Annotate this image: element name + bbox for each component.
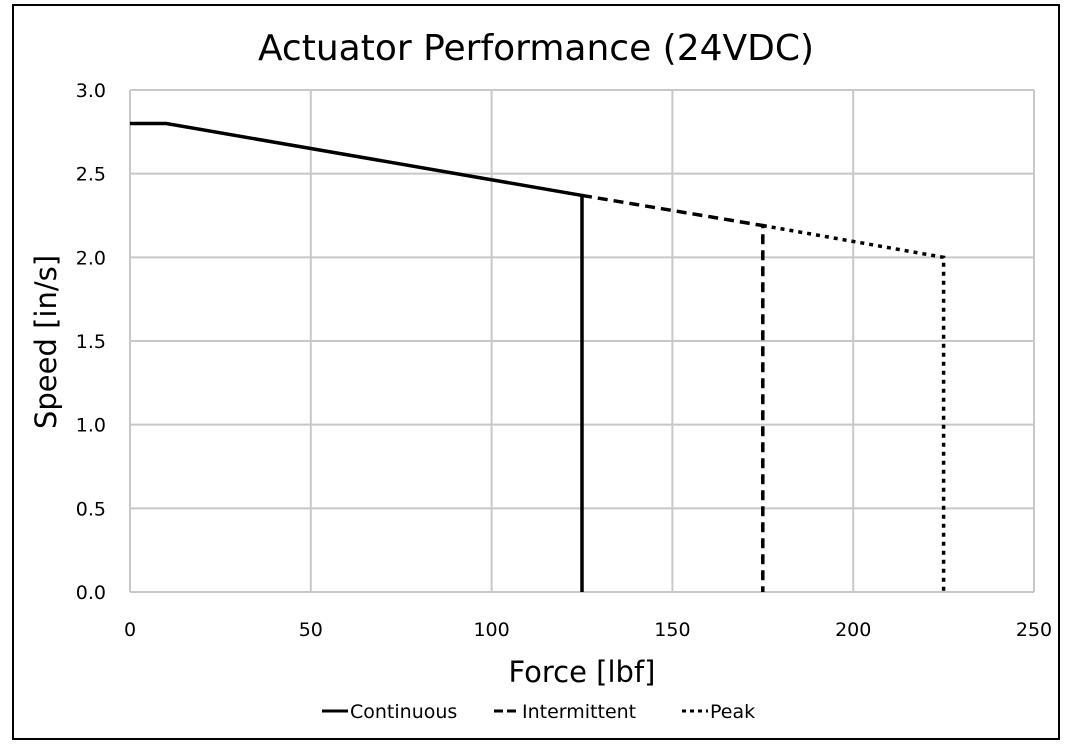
x-tick-label: 150 bbox=[654, 619, 690, 641]
chart-frame: Actuator Performance (24VDC) 0 50 100 150 20… bbox=[12, 4, 1060, 740]
series-lines bbox=[130, 121, 946, 592]
chart-title: Actuator Performance (24VDC) bbox=[258, 28, 814, 69]
y-tick-label: 2.5 bbox=[76, 164, 106, 186]
x-tick-label: 50 bbox=[299, 619, 323, 641]
y-tick-label: 0.0 bbox=[76, 582, 106, 604]
x-tick-label: 100 bbox=[473, 619, 509, 641]
series-line-peak bbox=[762, 223, 946, 592]
y-tick-label: 1.0 bbox=[76, 415, 106, 437]
x-tick-labels: 0 50 100 150 200 250 bbox=[124, 619, 1052, 641]
y-tick-labels: 0.0 0.5 1.0 1.5 2.0 2.5 3.0 bbox=[76, 80, 106, 604]
x-tick-label: 200 bbox=[835, 619, 871, 641]
x-tick-label: 250 bbox=[1016, 619, 1052, 641]
x-axis-label: Force [lbf] bbox=[509, 655, 656, 689]
y-axis-label: Speed [in/s] bbox=[29, 255, 63, 429]
legend-label-intermittent: Intermittent bbox=[522, 701, 636, 723]
legend-label-peak: Peak bbox=[710, 701, 755, 723]
series-line-continuous bbox=[130, 121, 584, 592]
legend-label-continuous: Continuous bbox=[350, 701, 457, 723]
y-tick-label: 1.5 bbox=[76, 331, 106, 353]
y-tick-label: 3.0 bbox=[76, 80, 106, 102]
chart-svg: Actuator Performance (24VDC) 0 50 100 150 20… bbox=[29, 28, 1052, 723]
legend: Continuous Intermittent Peak bbox=[322, 701, 755, 723]
y-tick-label: 2.0 bbox=[76, 247, 106, 269]
x-tick-label: 0 bbox=[124, 619, 136, 641]
y-tick-label: 0.5 bbox=[76, 498, 106, 520]
